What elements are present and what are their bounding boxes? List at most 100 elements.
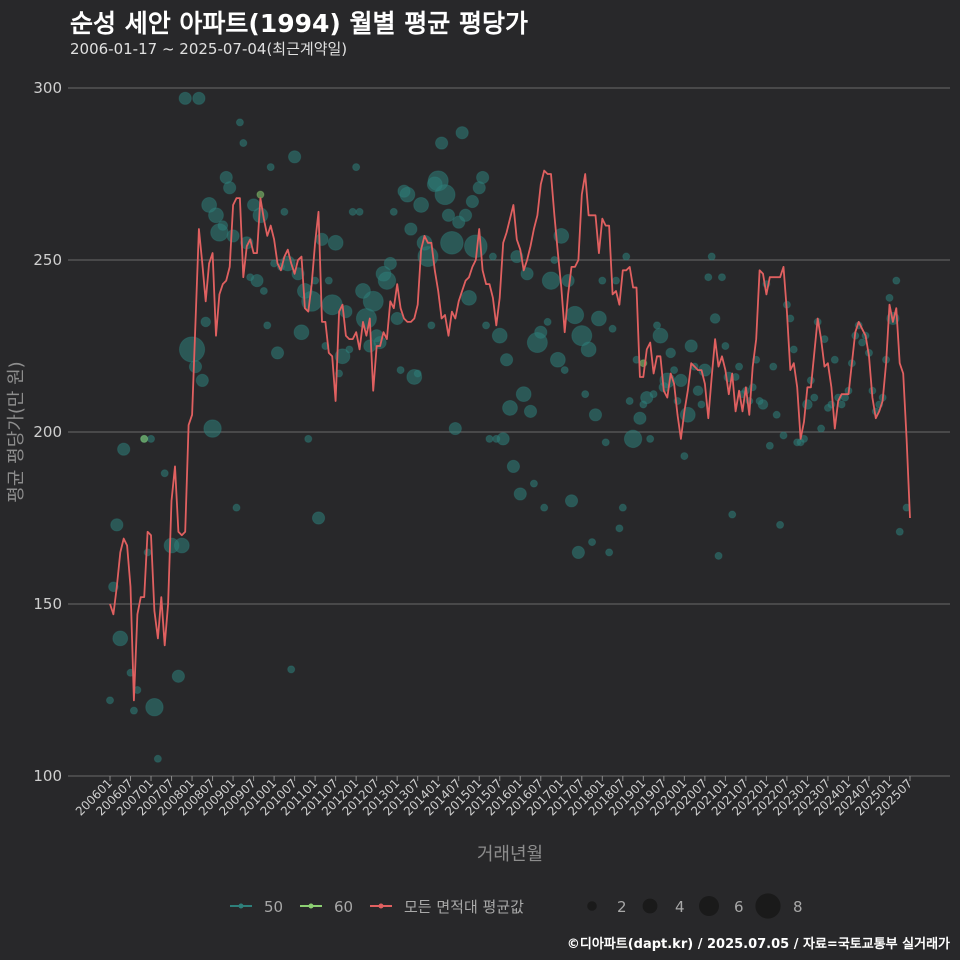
point-50-173: [717, 273, 726, 282]
point-50-99: [461, 289, 477, 306]
point-50-189: [772, 410, 781, 419]
point-50-117: [523, 404, 538, 418]
point-50-128: [561, 274, 575, 288]
point-50-124: [550, 256, 559, 264]
point-50-41: [266, 163, 275, 172]
point-50-27: [217, 220, 229, 231]
point-50-170: [707, 252, 716, 261]
point-50-13: [160, 469, 169, 478]
legend-dot-2: [378, 903, 384, 909]
point-50-31: [232, 503, 241, 512]
point-50-159: [670, 366, 679, 375]
point-50-200: [810, 393, 819, 402]
point-50-6: [129, 706, 138, 715]
point-50-75: [377, 271, 397, 290]
point-50-171: [709, 313, 721, 324]
footer-credit: ©디아파트(dapt.kr) / 2025.07.05 / 자료=국토교통부 실…: [566, 937, 950, 952]
point-50-20: [192, 91, 206, 105]
point-50-123: [541, 271, 561, 290]
y-tick-label-100: 100: [33, 767, 62, 785]
point-50-142: [611, 276, 620, 285]
point-50-25: [208, 207, 224, 224]
point-50-206: [830, 355, 839, 364]
point-50-111: [502, 400, 518, 416]
point-50-21: [195, 373, 209, 387]
point-50-9: [143, 548, 152, 557]
point-50-122: [543, 317, 552, 326]
point-50-108: [491, 327, 508, 344]
point-50-141: [608, 324, 617, 333]
point-50-92: [434, 184, 456, 206]
point-50-147: [623, 429, 643, 449]
point-50-85: [413, 197, 430, 213]
point-50-37: [250, 274, 264, 288]
point-50-143: [615, 524, 624, 533]
y-tick-label-250: 250: [33, 251, 62, 269]
point-50-11: [145, 698, 164, 717]
point-50-113: [510, 249, 524, 264]
point-50-71: [362, 290, 384, 312]
point-50-164: [684, 339, 698, 353]
point-50-136: [588, 408, 603, 422]
point-50-10: [147, 434, 156, 443]
point-50-76: [383, 256, 397, 271]
point-50-40: [263, 321, 272, 330]
point-50-62: [334, 348, 351, 365]
point-50-45: [280, 207, 289, 216]
y-axis-title: 평균 평당가(만 원): [6, 361, 27, 502]
point-50-185: [757, 399, 769, 410]
point-50-104: [482, 321, 491, 330]
point-50-125: [549, 351, 566, 368]
point-50-24: [203, 419, 222, 438]
point-50-3: [112, 630, 129, 647]
point-50-98: [458, 208, 473, 222]
point-50-17: [178, 91, 192, 105]
point-50-214: [858, 338, 867, 347]
point-50-97: [455, 126, 469, 140]
point-50-202: [817, 424, 826, 433]
point-50-121: [540, 503, 549, 512]
point-50-12: [153, 754, 162, 763]
point-50-50: [293, 324, 310, 341]
point-50-158: [665, 347, 676, 359]
point-50-191: [779, 431, 788, 440]
point-50-88: [427, 321, 436, 330]
point-50-58: [324, 276, 333, 285]
y-tick-label-200: 200: [33, 423, 62, 441]
point-50-133: [581, 390, 590, 399]
point-50-151: [640, 391, 654, 405]
point-50-130: [565, 305, 585, 325]
point-50-48: [288, 150, 302, 164]
grid-lines: [68, 87, 950, 777]
legend-label-2: 모든 면적대 평균값: [404, 898, 524, 916]
point-50-100: [465, 194, 479, 209]
point-50-149: [633, 411, 647, 425]
point-50-56: [315, 232, 329, 246]
point-50-145: [622, 252, 631, 261]
point-60-1: [256, 190, 265, 199]
point-50-15: [171, 669, 185, 683]
point-50-209: [841, 393, 850, 402]
legend-label-0: 50: [264, 898, 283, 916]
point-50-172: [714, 551, 723, 560]
point-50-109: [496, 432, 510, 446]
point-50-188: [769, 362, 778, 371]
point-50-67: [355, 207, 364, 216]
point-50-146: [625, 397, 634, 406]
legend-size-label-4: 4: [675, 898, 685, 916]
scatter-points: [106, 91, 911, 763]
point-50-190: [776, 520, 785, 529]
point-50-33: [239, 139, 248, 148]
legend-size-circle-8: [755, 893, 781, 919]
point-50-106: [488, 252, 497, 261]
point-50-161: [674, 373, 688, 387]
point-50-127: [560, 366, 569, 375]
point-50-155: [652, 327, 669, 344]
point-50-167: [697, 400, 706, 409]
chart-subtitle: 2006-01-17 ~ 2025-07-04(최근계약일): [70, 40, 348, 58]
point-50-52: [304, 434, 313, 443]
point-60-0: [140, 434, 149, 443]
point-50-140: [605, 548, 614, 557]
point-50-152: [646, 434, 655, 443]
